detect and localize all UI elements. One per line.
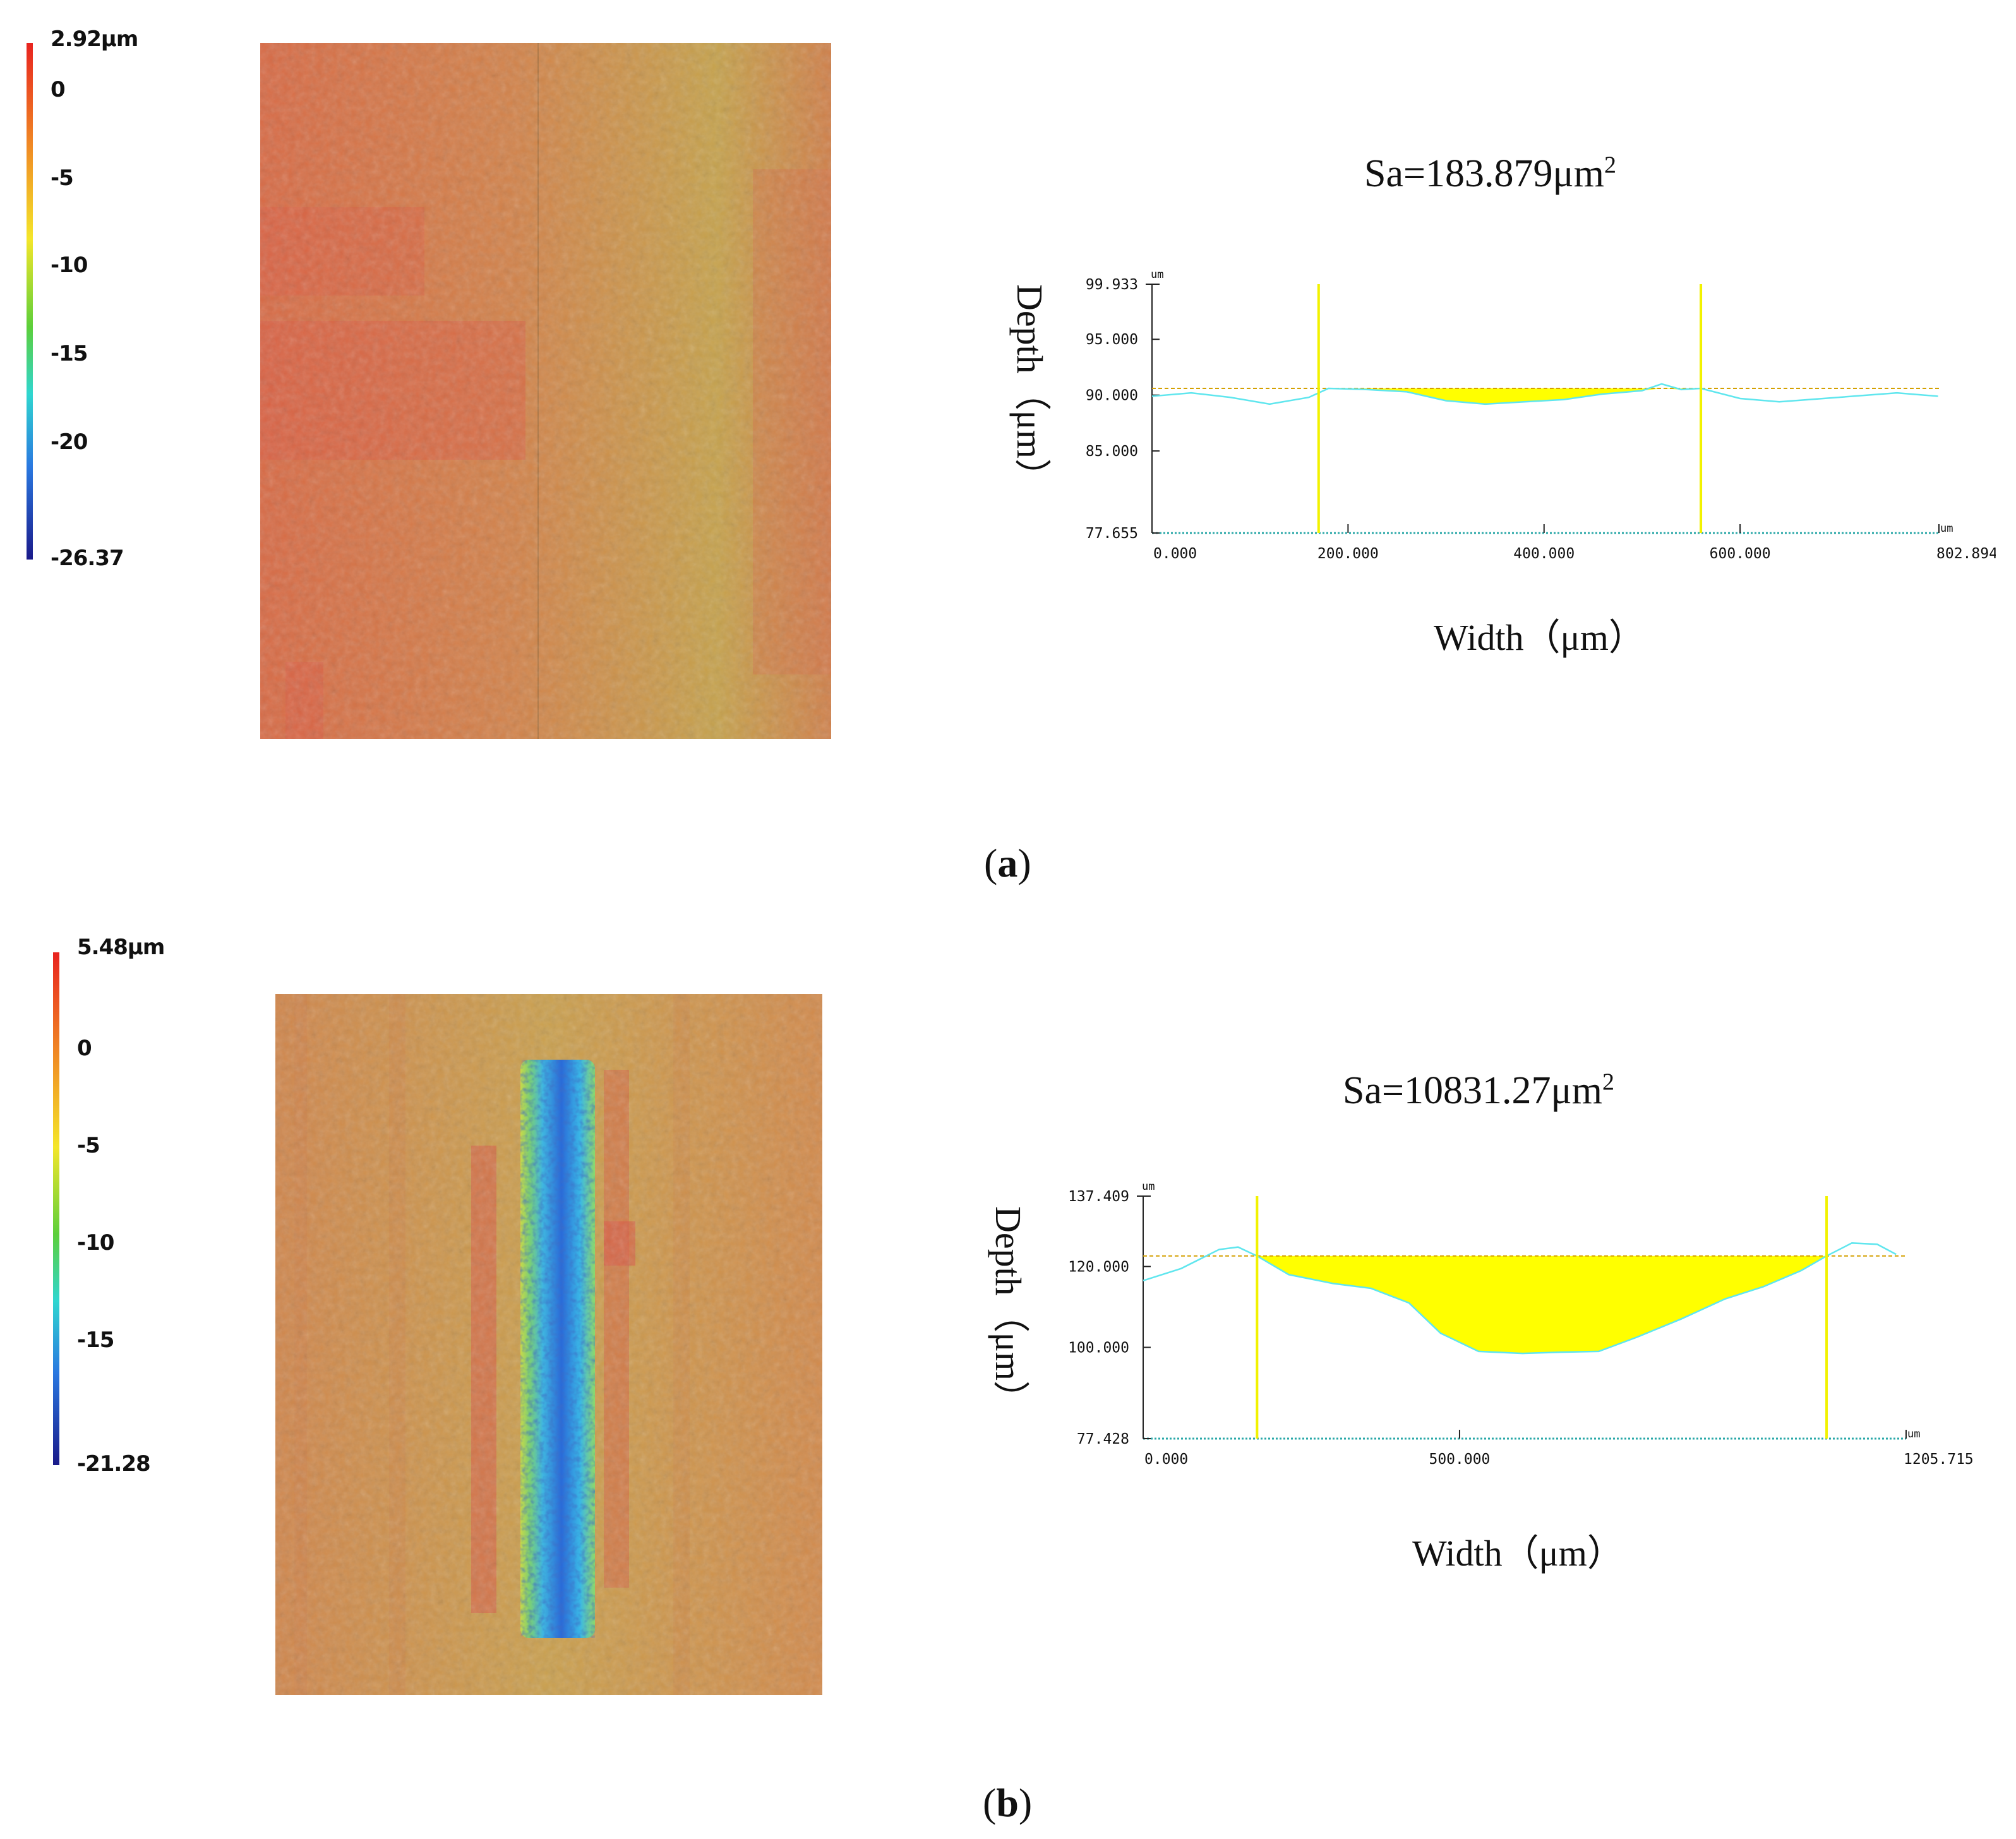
chart-b-ylabel: Depth（μm） — [988, 1206, 1029, 1417]
colorbar-b — [53, 952, 59, 1465]
profile-line — [1143, 1242, 1897, 1355]
y-tick-label: 85.000 — [1086, 443, 1138, 460]
y-tick-label: 100.000 — [1068, 1339, 1129, 1356]
colorbar-b-tick: -21.28 — [77, 1451, 151, 1477]
chart-a-ylabel: Depth（μm） — [1009, 284, 1050, 495]
colorbar-b-tick: 5.48μm — [77, 935, 165, 960]
colorbar-a-tick: -5 — [51, 165, 74, 191]
colorbar-b-tick: 0 — [77, 1036, 92, 1061]
y-tick-label: 77.655 — [1086, 525, 1138, 542]
y-tick-label: 90.000 — [1086, 388, 1138, 404]
chart-a: 99.933 95.000 90.000 85.000 77.655 0.000 200.0… — [1086, 268, 1996, 562]
y-tick-label: 99.933 — [1086, 277, 1138, 293]
caption-b: (b) — [983, 1780, 1033, 1825]
colorbar-a-tick: -15 — [51, 341, 88, 366]
surface-map-a — [260, 43, 831, 739]
colorbar-a-tick: -20 — [51, 429, 88, 455]
surface-map-b — [275, 994, 822, 1695]
profile-line — [1151, 383, 1938, 405]
x-tick-label: 802.894 — [1936, 546, 1996, 562]
depth-fill-area — [1257, 1255, 1827, 1354]
y-tick-label: 77.428 — [1077, 1431, 1129, 1447]
y-unit-label: um — [1151, 268, 1163, 281]
caption-a: (a) — [984, 841, 1031, 885]
colorbar-a-tick: -10 — [51, 253, 88, 278]
chart-b: 137.409 120.000 100.000 77.428 0.000 500.000 1… — [1068, 1180, 1974, 1468]
chart-a-xlabel: Width（μm） — [1434, 617, 1645, 658]
x-tick-label: 400.000 — [1513, 546, 1575, 562]
colorbar-b-tick: -15 — [77, 1327, 114, 1353]
y-tick-label: 137.409 — [1068, 1189, 1129, 1205]
x-tick-label: 200.000 — [1317, 546, 1379, 562]
chart-a-title: Sa=183.879μm2 — [1364, 152, 1616, 195]
chart-b-title: Sa=10831.27μm2 — [1343, 1069, 1614, 1112]
colorbar-a — [27, 43, 33, 560]
colorbar-b-tick: -5 — [77, 1133, 100, 1158]
x-tick-label: 600.000 — [1710, 546, 1771, 562]
y-unit-label: um — [1142, 1180, 1155, 1193]
colorbar-b-tick: -10 — [77, 1230, 114, 1255]
x-unit-label: um — [1940, 522, 1953, 535]
x-tick-label: 0.000 — [1153, 546, 1197, 562]
chart-b-xlabel: Width（μm） — [1412, 1533, 1624, 1574]
x-unit-label: um — [1907, 1428, 1920, 1441]
x-tick-label: 0.000 — [1144, 1451, 1188, 1468]
colorbar-a-tick: 0 — [51, 77, 66, 102]
colorbar-a-tick: 2.92μm — [51, 27, 138, 52]
depth-fill-area — [1318, 388, 1701, 404]
y-tick-label: 95.000 — [1086, 332, 1138, 348]
x-tick-label: 500.000 — [1429, 1451, 1490, 1468]
colorbar-a-tick: -26.37 — [51, 546, 124, 571]
y-tick-label: 120.000 — [1068, 1259, 1129, 1275]
x-tick-label: 1205.715 — [1904, 1451, 1974, 1468]
